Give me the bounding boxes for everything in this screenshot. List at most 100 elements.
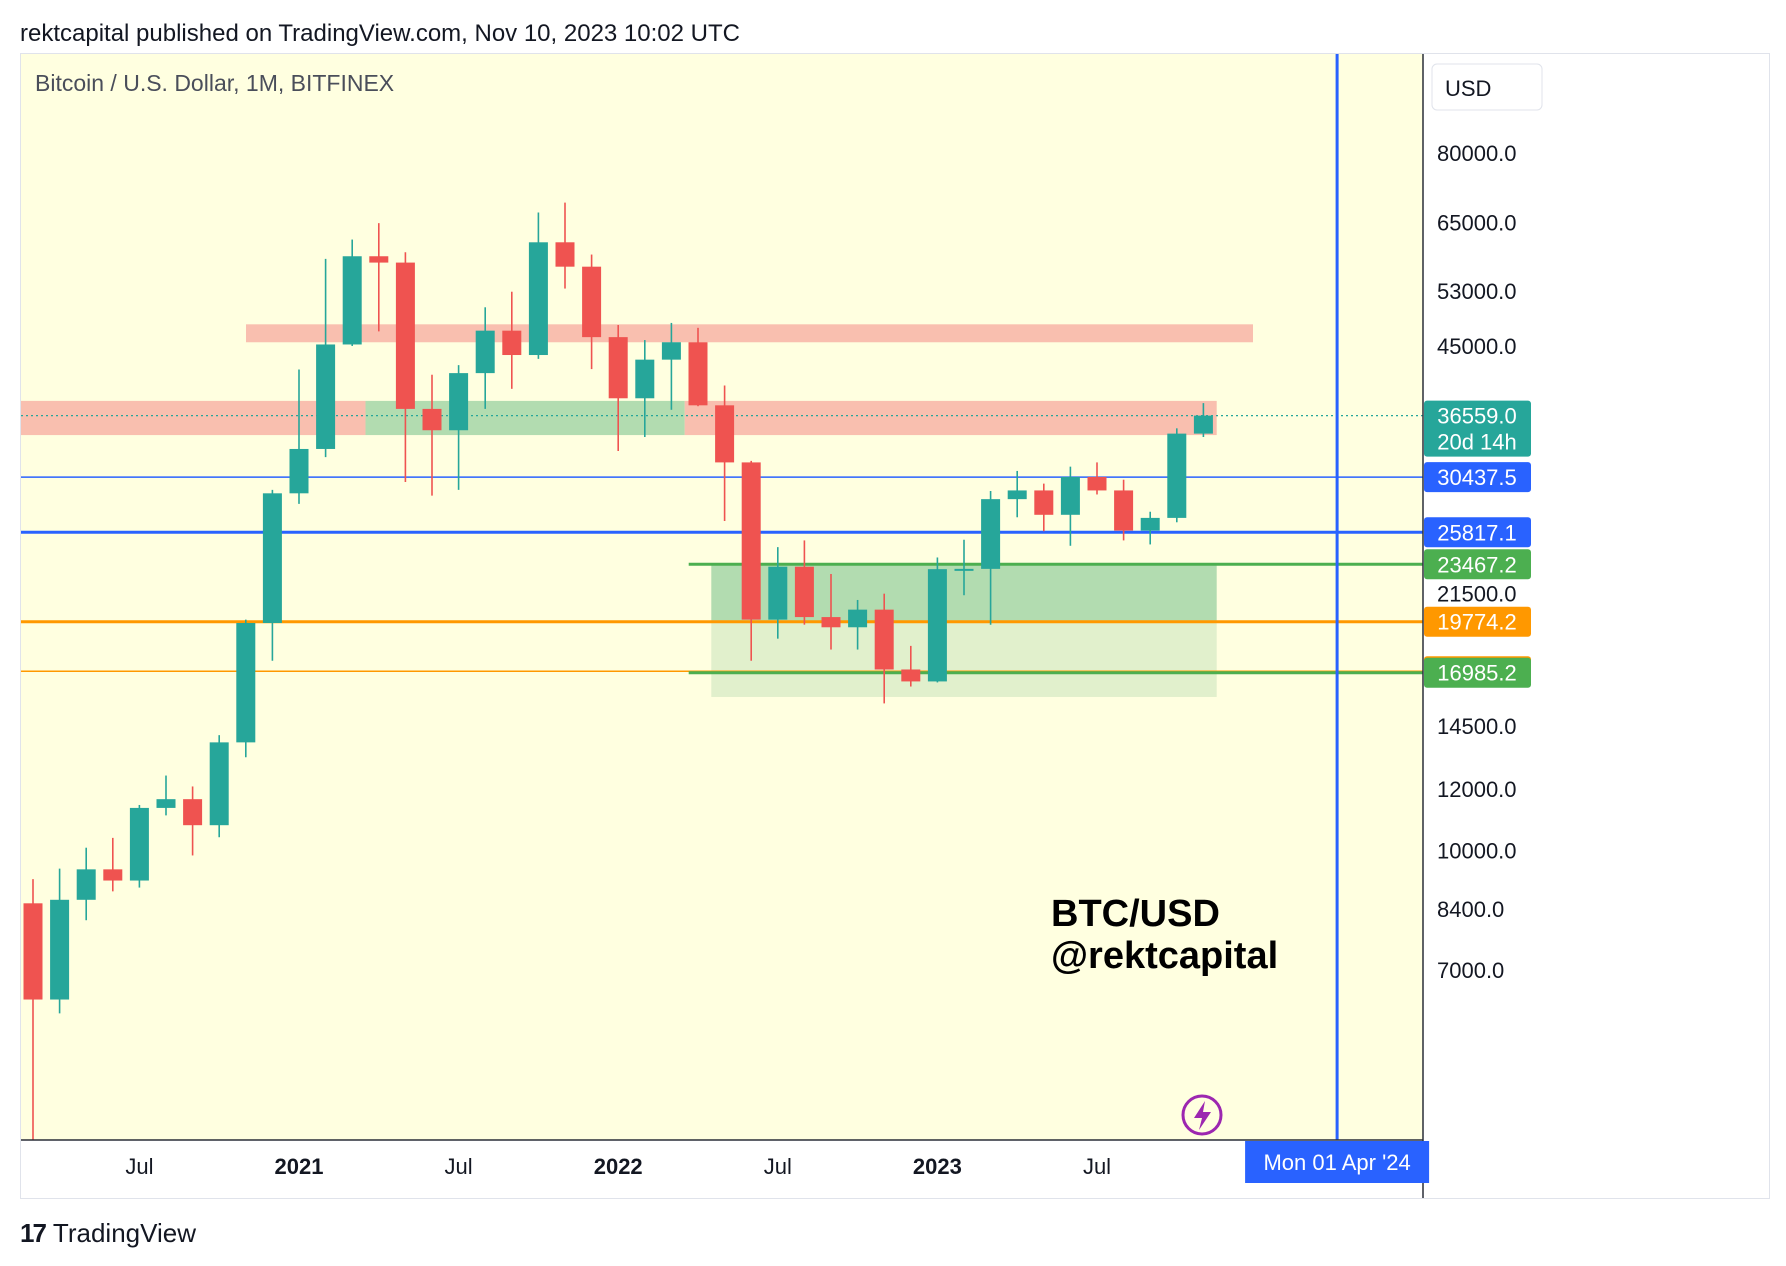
candle-2022-05[interactable]: [715, 385, 735, 522]
candle-body: [342, 256, 362, 345]
candle-2020-07[interactable]: [129, 804, 149, 888]
candle-body: [1193, 415, 1213, 434]
candle-body: [1034, 490, 1054, 515]
candle-2020-05[interactable]: [76, 847, 96, 921]
candle-2021-08[interactable]: [475, 307, 495, 409]
candle-2022-10[interactable]: [848, 599, 868, 650]
price-label-value: 30437.5: [1437, 465, 1517, 490]
zone-3: [684, 400, 1217, 436]
candle-2022-07[interactable]: [768, 547, 788, 639]
candle-body: [50, 899, 70, 1000]
y-axis: 80000.0 65000.0 53000.0 45000.0 21500.0 14500…: [1437, 141, 1517, 983]
candle-2021-02[interactable]: [316, 258, 336, 458]
tradingview-brand[interactable]: TradingView: [52, 1218, 196, 1248]
candle-body: [981, 499, 1001, 569]
currency-label: USD: [1445, 76, 1491, 101]
candle-2023-06[interactable]: [1060, 466, 1080, 546]
candle-2021-04[interactable]: [369, 223, 389, 332]
candle-2020-04[interactable]: [50, 868, 70, 1014]
watermark-line1: BTC/USD: [1051, 893, 1220, 935]
tradingview-logo-icon[interactable]: 17: [20, 1218, 47, 1248]
candle-body: [289, 448, 309, 494]
candlestick-chart[interactable]: Bitcoin / U.S. Dollar, 1M, BITFINEX BTC/…: [21, 54, 1769, 1198]
chart-frame: Bitcoin / U.S. Dollar, 1M, BITFINEX BTC/…: [20, 53, 1770, 1199]
candle-2022-02[interactable]: [635, 340, 655, 438]
zone-2: [365, 400, 685, 436]
price-label-1[interactable]: 30437.5: [1424, 462, 1531, 493]
candle-body: [262, 493, 282, 623]
candle-2020-12[interactable]: [262, 489, 282, 661]
y-tick-label: 8400.0: [1437, 897, 1504, 922]
candle-2023-02[interactable]: [954, 539, 974, 596]
candle-body: [369, 256, 389, 263]
candle-2022-11[interactable]: [874, 593, 894, 704]
candle-body: [502, 330, 522, 356]
candle-2021-03[interactable]: [342, 239, 362, 346]
candle-2021-01[interactable]: [289, 369, 309, 504]
candle-2021-07[interactable]: [449, 365, 469, 490]
y-tick-label: 65000.0: [1437, 211, 1517, 236]
date-badge[interactable]: Mon 01 Apr '24: [1245, 1141, 1430, 1183]
lightning-icon[interactable]: [1181, 1094, 1223, 1136]
candle-2023-09[interactable]: [1140, 511, 1160, 545]
candle-body: [156, 799, 176, 808]
candle-2022-08[interactable]: [794, 540, 814, 625]
y-tick-label: 80000.0: [1437, 141, 1517, 166]
candle-2022-09[interactable]: [821, 573, 841, 650]
y-tick-label: 10000.0: [1437, 838, 1517, 863]
candle-body: [422, 408, 442, 431]
price-label-3[interactable]: 23467.2: [1424, 549, 1531, 580]
candle-2022-12[interactable]: [901, 645, 921, 687]
x-tick-label: Jul: [445, 1154, 473, 1179]
price-label-value: 16985.2: [1437, 661, 1517, 686]
candle-2020-10[interactable]: [209, 735, 229, 838]
candle-2020-03[interactable]: [23, 879, 43, 1170]
price-label-bg: [1424, 657, 1531, 688]
candle-2022-03[interactable]: [661, 322, 681, 410]
candle-body: [1007, 490, 1027, 500]
candle-2021-06[interactable]: [422, 374, 442, 496]
candle-2022-04[interactable]: [688, 327, 708, 407]
candle-body: [1087, 476, 1107, 491]
candle-2021-11[interactable]: [555, 202, 575, 289]
x-axis: Jul2021Jul2022Jul2023Jul2Mon 01 Apr '24: [125, 1141, 1430, 1183]
candle-2022-06[interactable]: [741, 460, 761, 661]
candle-body: [236, 622, 256, 743]
candle-2022-01[interactable]: [608, 325, 628, 451]
candle-2020-06[interactable]: [103, 837, 123, 892]
candle-2021-05[interactable]: [395, 252, 415, 482]
x-tick-label: 2021: [275, 1154, 324, 1179]
candle-2023-01[interactable]: [927, 557, 947, 683]
candle-2023-03[interactable]: [981, 491, 1001, 625]
candle-2023-10[interactable]: [1167, 428, 1187, 523]
price-label-6[interactable]: 16985.2: [1424, 657, 1531, 688]
candle-2021-12[interactable]: [582, 254, 602, 370]
candle-2021-10[interactable]: [528, 212, 548, 359]
price-label-4[interactable]: 19774.2: [1424, 606, 1531, 637]
candle-2023-05[interactable]: [1034, 483, 1054, 532]
candle-2020-09[interactable]: [183, 786, 203, 856]
candle-2020-08[interactable]: [156, 775, 176, 816]
price-label-2[interactable]: 25817.1: [1424, 517, 1531, 548]
chart-title: Bitcoin / U.S. Dollar, 1M, BITFINEX: [35, 70, 394, 96]
price-label-bg: [1424, 462, 1531, 493]
zone-5: [711, 621, 1217, 697]
price-label-bg: [1424, 400, 1531, 457]
candle-2023-08[interactable]: [1114, 479, 1134, 541]
candle-body: [874, 609, 894, 670]
candle-2020-11[interactable]: [236, 619, 256, 758]
y-tick-label: 12000.0: [1437, 777, 1517, 802]
currency-button[interactable]: USD: [1431, 63, 1543, 111]
price-label-bg: [1424, 549, 1531, 580]
candle-body: [129, 807, 149, 881]
candle-2023-07[interactable]: [1087, 462, 1107, 495]
candle-2021-09[interactable]: [502, 291, 522, 389]
candle-body: [901, 669, 921, 682]
candle-body: [23, 903, 43, 1000]
candle-2023-04[interactable]: [1007, 470, 1027, 518]
zone-0: [246, 324, 1253, 343]
candle-2023-11[interactable]: [1193, 403, 1213, 438]
candle-body: [768, 566, 788, 620]
